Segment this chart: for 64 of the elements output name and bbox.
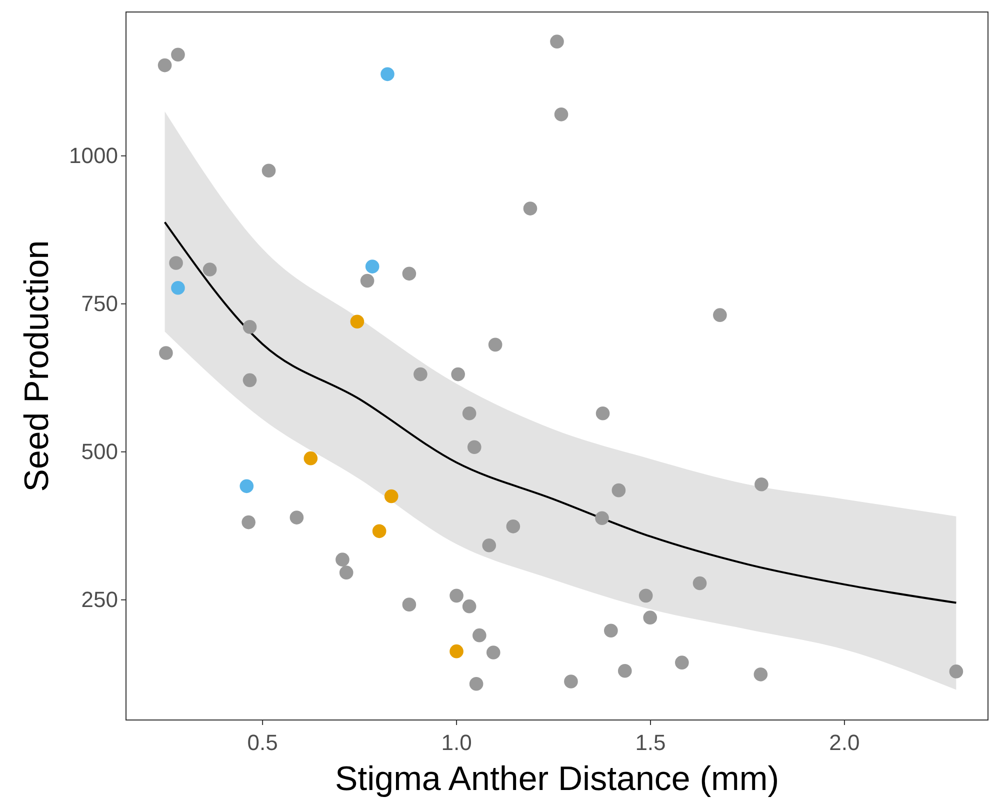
point <box>402 266 416 281</box>
point <box>262 164 276 178</box>
point <box>462 406 476 420</box>
point <box>596 406 610 420</box>
x-tick-label: 1.0 <box>441 730 472 755</box>
point <box>339 566 354 580</box>
point <box>506 520 520 534</box>
y-tick-label: 750 <box>81 290 118 316</box>
point <box>384 489 398 504</box>
point <box>380 67 394 82</box>
point <box>692 576 707 590</box>
point <box>754 478 768 492</box>
point <box>486 646 500 660</box>
point <box>675 656 689 670</box>
point <box>488 338 502 352</box>
point <box>158 58 172 72</box>
point <box>550 34 564 48</box>
point <box>171 280 185 295</box>
point <box>360 274 374 288</box>
x-axis-title: Stigma Anther Distance (mm) <box>334 760 780 798</box>
point <box>414 367 428 382</box>
point <box>949 664 964 678</box>
point <box>595 511 609 526</box>
point <box>336 552 350 566</box>
point <box>754 668 768 682</box>
point <box>159 346 173 360</box>
point <box>242 320 257 334</box>
point <box>169 256 183 270</box>
line-series <box>164 221 958 604</box>
point <box>643 610 658 624</box>
point <box>554 108 568 122</box>
point <box>450 644 464 658</box>
x-tick-label: 1.5 <box>635 730 666 755</box>
point <box>402 598 416 612</box>
point <box>523 202 538 216</box>
point <box>467 440 482 454</box>
point <box>242 373 257 388</box>
point <box>304 451 318 466</box>
point <box>450 588 464 603</box>
point <box>638 588 653 603</box>
point <box>472 628 486 642</box>
point <box>372 524 386 538</box>
point <box>240 479 254 494</box>
point <box>451 367 465 382</box>
point <box>612 483 626 498</box>
point <box>290 510 304 524</box>
x-tick-label: 2.0 <box>829 730 860 755</box>
y-tick-label: 250 <box>81 586 118 612</box>
point <box>202 262 217 276</box>
point <box>713 308 727 322</box>
point <box>564 674 578 688</box>
x-tick-label: 0.5 <box>247 730 278 755</box>
point <box>482 538 496 552</box>
point <box>242 515 256 530</box>
point <box>618 664 632 678</box>
y-tick-label: 1000 <box>69 142 118 168</box>
point <box>365 260 380 274</box>
point <box>171 48 185 62</box>
y-axis-title: Seed Production <box>18 240 56 492</box>
point <box>469 676 484 691</box>
point <box>350 314 364 328</box>
point <box>462 599 476 614</box>
point <box>604 624 618 638</box>
y-tick-label: 500 <box>81 438 118 464</box>
